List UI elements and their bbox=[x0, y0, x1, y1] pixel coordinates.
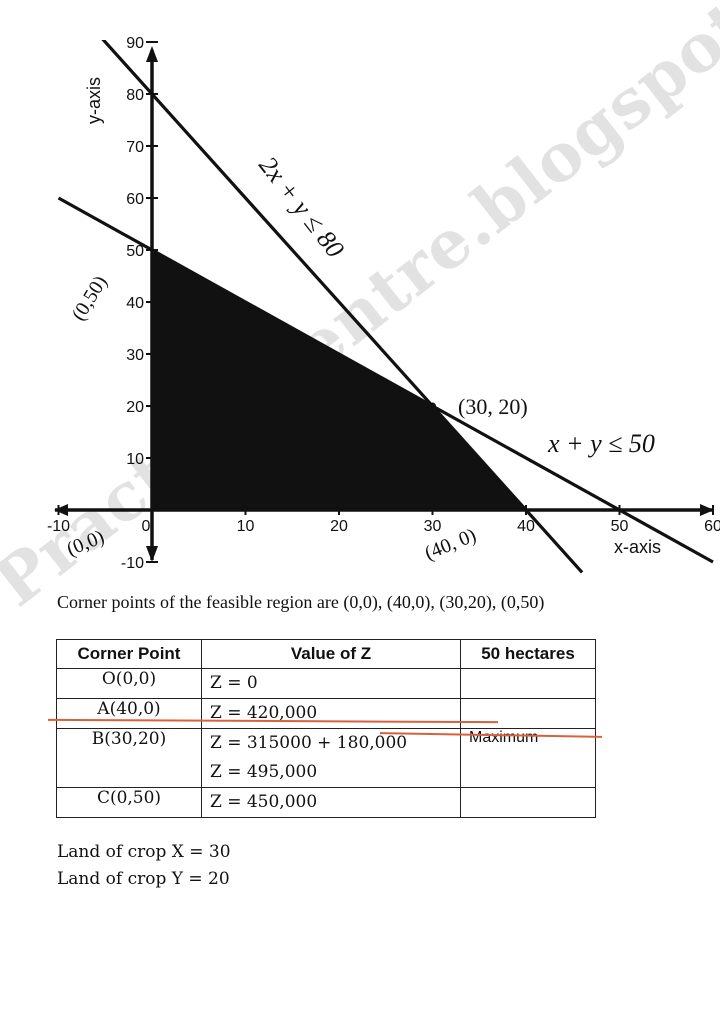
x-tick-label: 10 bbox=[237, 518, 255, 535]
table-row: B(30,20) Z = 315000 + 180,000 Z = 495,000 M… bbox=[56, 728, 596, 788]
table-row: O(0,0) Z = 0 bbox=[56, 668, 596, 699]
table-row: A(40,0) Z = 420,000 bbox=[56, 698, 596, 729]
corner-point-cell: A(40,0) bbox=[56, 698, 202, 729]
x-axis-title: x-axis bbox=[614, 537, 661, 557]
answer-crop-x: Land of crop X = 30 bbox=[57, 842, 231, 862]
y-tick-label: 40 bbox=[126, 295, 144, 312]
constraint-line-1 bbox=[101, 40, 584, 574]
header-50-hectares: 50 hectares bbox=[460, 639, 596, 669]
point-label-0-50: (0,50) bbox=[68, 272, 112, 325]
answer-crop-y: Land of crop Y = 20 bbox=[57, 869, 230, 889]
solution-table: Corner Point Value of Z 50 hectares O(0,… bbox=[56, 639, 596, 818]
y-arrow-up bbox=[146, 46, 158, 62]
constraint-line-2 bbox=[57, 196, 714, 564]
z-value-line: Z = 495,000 bbox=[210, 762, 318, 782]
axes bbox=[54, 46, 714, 562]
series-label-2: x + y ≤ 50 bbox=[547, 429, 655, 458]
value-of-z-cell: Z = 0 bbox=[201, 668, 461, 699]
note-cell bbox=[460, 698, 596, 729]
value-of-z-cell: Z = 450,000 bbox=[201, 787, 461, 818]
z-value-line: Z = 0 bbox=[210, 673, 258, 693]
y-tick-label: 90 bbox=[126, 35, 144, 52]
x-tick-label: 30 bbox=[424, 518, 442, 535]
table-row: C(0,50) Z = 450,000 bbox=[56, 787, 596, 818]
y-tick-label: 20 bbox=[126, 399, 144, 416]
note-cell bbox=[460, 787, 596, 818]
table-header-row: Corner Point Value of Z 50 hectares bbox=[56, 639, 596, 669]
corner-point-cell: B(30,20) bbox=[56, 728, 202, 788]
point-label-origin: (0,0) bbox=[64, 526, 108, 561]
note-cell bbox=[460, 668, 596, 699]
corner-point-cell: C(0,50) bbox=[56, 787, 202, 818]
feasible-region-chart: -10 0 10 20 30 40 50 60 -10 10 20 30 40 50 60 70 80 90 x-… bbox=[47, 35, 720, 574]
y-tick-label: -10 bbox=[121, 555, 144, 572]
y-tick-label: 50 bbox=[126, 243, 144, 260]
note-cell: Maximum bbox=[460, 728, 596, 788]
corner-points-text: Corner points of the feasible region are… bbox=[57, 592, 545, 612]
corner-point-cell: O(0,0) bbox=[56, 668, 202, 699]
x-tick-label: 40 bbox=[517, 518, 535, 535]
y-tick-label: 60 bbox=[126, 191, 144, 208]
vertex-point bbox=[429, 402, 436, 410]
x-arrow-left bbox=[54, 504, 68, 516]
x-tick-label: 50 bbox=[611, 518, 629, 535]
value-of-z-cell: Z = 315000 + 180,000 Z = 495,000 bbox=[201, 728, 461, 788]
y-arrow-down bbox=[146, 546, 158, 562]
y-tick-label: 70 bbox=[126, 139, 144, 156]
x-tick-label: 60 bbox=[704, 518, 720, 535]
y-tick-label: 30 bbox=[126, 347, 144, 364]
ticks: -10 0 10 20 30 40 50 60 -10 10 20 30 40 50 60 70 80 90 bbox=[47, 35, 720, 572]
z-value-line: Z = 450,000 bbox=[210, 792, 318, 812]
y-tick-label: 10 bbox=[126, 451, 144, 468]
x-tick-label: 0 bbox=[142, 518, 151, 535]
value-of-z-cell: Z = 420,000 bbox=[201, 698, 461, 729]
z-value-line: Z = 315000 + 180,000 bbox=[210, 733, 408, 753]
x-tick-label: 20 bbox=[330, 518, 348, 535]
y-tick-label: 80 bbox=[126, 87, 144, 104]
series-label-1: 2x + y ≤ 80 bbox=[253, 151, 350, 263]
constraint-lines bbox=[57, 40, 714, 574]
feasible-region bbox=[152, 250, 526, 510]
y-axis-title: y-axis bbox=[84, 77, 104, 124]
x-arrow-right bbox=[700, 504, 714, 516]
header-corner-point: Corner Point bbox=[56, 639, 202, 669]
z-value-line: Z = 420,000 bbox=[210, 703, 318, 723]
header-value-of-z: Value of Z bbox=[201, 639, 461, 669]
x-tick-label: -10 bbox=[47, 518, 70, 535]
point-label-30-20: (30, 20) bbox=[458, 394, 528, 419]
